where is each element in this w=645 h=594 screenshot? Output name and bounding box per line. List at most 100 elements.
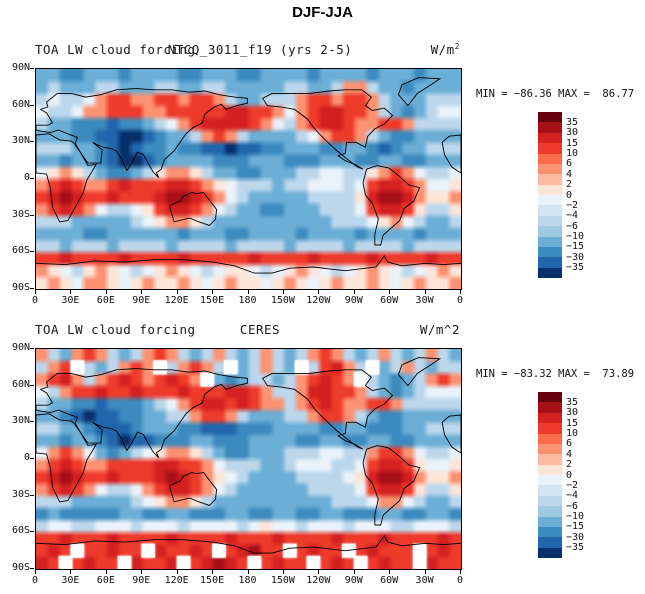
lat-tick-mark bbox=[30, 251, 34, 253]
colorbar-tick-label: 0 bbox=[566, 189, 573, 201]
minmax-label: MIN = −83.32 MAX = 73.89 bbox=[476, 368, 635, 380]
lon-tick-label: 0 bbox=[31, 295, 39, 306]
colorbar-tick-label: 30 bbox=[566, 407, 579, 419]
lat-tick-mark bbox=[30, 68, 34, 69]
colorbar-segment bbox=[538, 195, 562, 206]
colorbar-segment bbox=[538, 163, 562, 175]
colorbar-tick-label: 6 bbox=[566, 438, 573, 450]
lat-tick-mark bbox=[30, 384, 34, 386]
colorbar-segment bbox=[538, 412, 562, 424]
colorbar-segment bbox=[538, 174, 562, 185]
colorbar-segment bbox=[538, 153, 562, 164]
panel-variable-title: TOA LW cloud forcing bbox=[35, 42, 196, 57]
lat-tick-mark bbox=[30, 214, 34, 216]
colorbar-tick-label: 2 bbox=[566, 459, 573, 471]
panel-ceres: TOA LW cloud forcing CERES W/m^2 MIN = −… bbox=[0, 314, 645, 586]
colorbar-segment bbox=[538, 475, 562, 486]
lon-tick-label: 0 bbox=[31, 575, 39, 586]
coastlines-path bbox=[36, 358, 461, 554]
lon-tick-mark bbox=[105, 570, 107, 574]
lat-tick-label: 60S bbox=[11, 525, 30, 537]
colorbar-segment bbox=[538, 506, 562, 517]
lon-tick-label: 180 bbox=[238, 295, 257, 306]
lon-tick-label: 60E bbox=[96, 295, 115, 306]
lat-tick-label: 0 bbox=[23, 452, 30, 463]
colorbar-segment bbox=[538, 485, 562, 496]
coastlines-overlay bbox=[36, 69, 461, 289]
map-ceres bbox=[35, 348, 462, 570]
colorbar-segment bbox=[538, 257, 562, 268]
lon-tick-mark bbox=[460, 290, 461, 294]
lon-tick-label: 120E bbox=[164, 295, 189, 306]
colorbar-segment bbox=[538, 267, 562, 278]
panel-case-title: NTCQ_3011_f19 (yrs 2-5) bbox=[167, 42, 353, 57]
lon-tick-mark bbox=[318, 570, 320, 574]
colorbar-tick-label: −10 bbox=[566, 511, 585, 522]
colorbar-segment bbox=[538, 526, 562, 538]
lon-tick-mark bbox=[424, 290, 426, 294]
figure-title: DJF-JJA bbox=[292, 4, 353, 21]
lon-tick-mark bbox=[247, 570, 249, 574]
units-exponent: 2 bbox=[454, 42, 460, 51]
lat-tick-label: 0 bbox=[23, 172, 30, 183]
lat-tick-mark bbox=[30, 568, 34, 569]
lat-tick-mark bbox=[30, 421, 34, 423]
lon-tick-label: 90E bbox=[132, 295, 151, 306]
lat-tick-mark bbox=[30, 494, 34, 496]
colorbar-segment bbox=[538, 443, 562, 455]
lon-tick-label: 150E bbox=[200, 575, 225, 586]
lon-tick-label: 120E bbox=[164, 575, 189, 586]
lon-tick-mark bbox=[141, 290, 143, 294]
lon-tick-mark bbox=[389, 290, 391, 294]
colorbar-tick-label: −4 bbox=[566, 210, 579, 222]
lat-tick-mark bbox=[30, 178, 34, 179]
lon-tick-mark bbox=[247, 290, 249, 294]
colorbar-segment bbox=[538, 236, 562, 247]
lon-tick-mark bbox=[70, 290, 72, 294]
lon-tick-mark bbox=[70, 570, 72, 574]
field-canvas bbox=[36, 69, 461, 289]
lon-tick-label: 60W bbox=[380, 575, 399, 586]
lon-tick-mark bbox=[35, 290, 36, 294]
colorbar-tick-label: −2 bbox=[566, 479, 579, 491]
panel-variable-title: TOA LW cloud forcing bbox=[35, 322, 196, 337]
lon-tick-mark bbox=[176, 570, 178, 574]
colorbar-segment bbox=[538, 215, 562, 227]
lon-tick-label: 180 bbox=[238, 575, 257, 586]
lon-tick-label: 150W bbox=[270, 575, 295, 586]
lon-tick-mark bbox=[389, 570, 391, 574]
colorbar-tick-label: 10 bbox=[566, 148, 579, 159]
colorbar-segment bbox=[538, 143, 562, 154]
lon-tick-label: 30W bbox=[415, 295, 434, 306]
colorbar-tick-label: 2 bbox=[566, 179, 573, 191]
colorbar-tick-label: −30 bbox=[566, 531, 585, 543]
lon-tick-label: 90W bbox=[344, 295, 363, 306]
lon-tick-mark bbox=[176, 290, 178, 294]
lat-tick-mark bbox=[30, 458, 34, 459]
lon-tick-mark bbox=[424, 570, 426, 574]
lat-tick-mark bbox=[30, 141, 34, 143]
colorbar-tick-label: 10 bbox=[566, 428, 579, 439]
lon-tick-mark bbox=[105, 290, 107, 294]
lon-tick-mark bbox=[212, 570, 214, 574]
lon-tick-mark bbox=[282, 570, 284, 574]
lon-tick-mark bbox=[353, 290, 355, 294]
colorbar-segment bbox=[538, 122, 562, 133]
lat-tick-label: 90N bbox=[11, 62, 30, 73]
colorbar-tick-label: −30 bbox=[566, 251, 585, 263]
colorbar-segment bbox=[538, 132, 562, 144]
colorbar-tick-label: 30 bbox=[566, 127, 579, 139]
lat-tick-label: 30S bbox=[11, 208, 30, 220]
lat-tick-label: 30N bbox=[11, 415, 30, 427]
colorbar-tick-label: 35 bbox=[566, 396, 579, 408]
colorbar-tick-label: 4 bbox=[566, 448, 573, 460]
colorbar-tick-label: −15 bbox=[566, 521, 585, 533]
lon-tick-label: 120W bbox=[306, 295, 331, 306]
colorbar-tick-label: −15 bbox=[566, 241, 585, 253]
colorbar-tick-label: −2 bbox=[566, 199, 579, 211]
lat-tick-label: 90N bbox=[11, 342, 30, 353]
lon-tick-mark bbox=[353, 570, 355, 574]
coastlines-overlay bbox=[36, 349, 461, 569]
lat-tick-mark bbox=[30, 288, 34, 289]
panel-units-label: W/m2 bbox=[360, 42, 460, 57]
